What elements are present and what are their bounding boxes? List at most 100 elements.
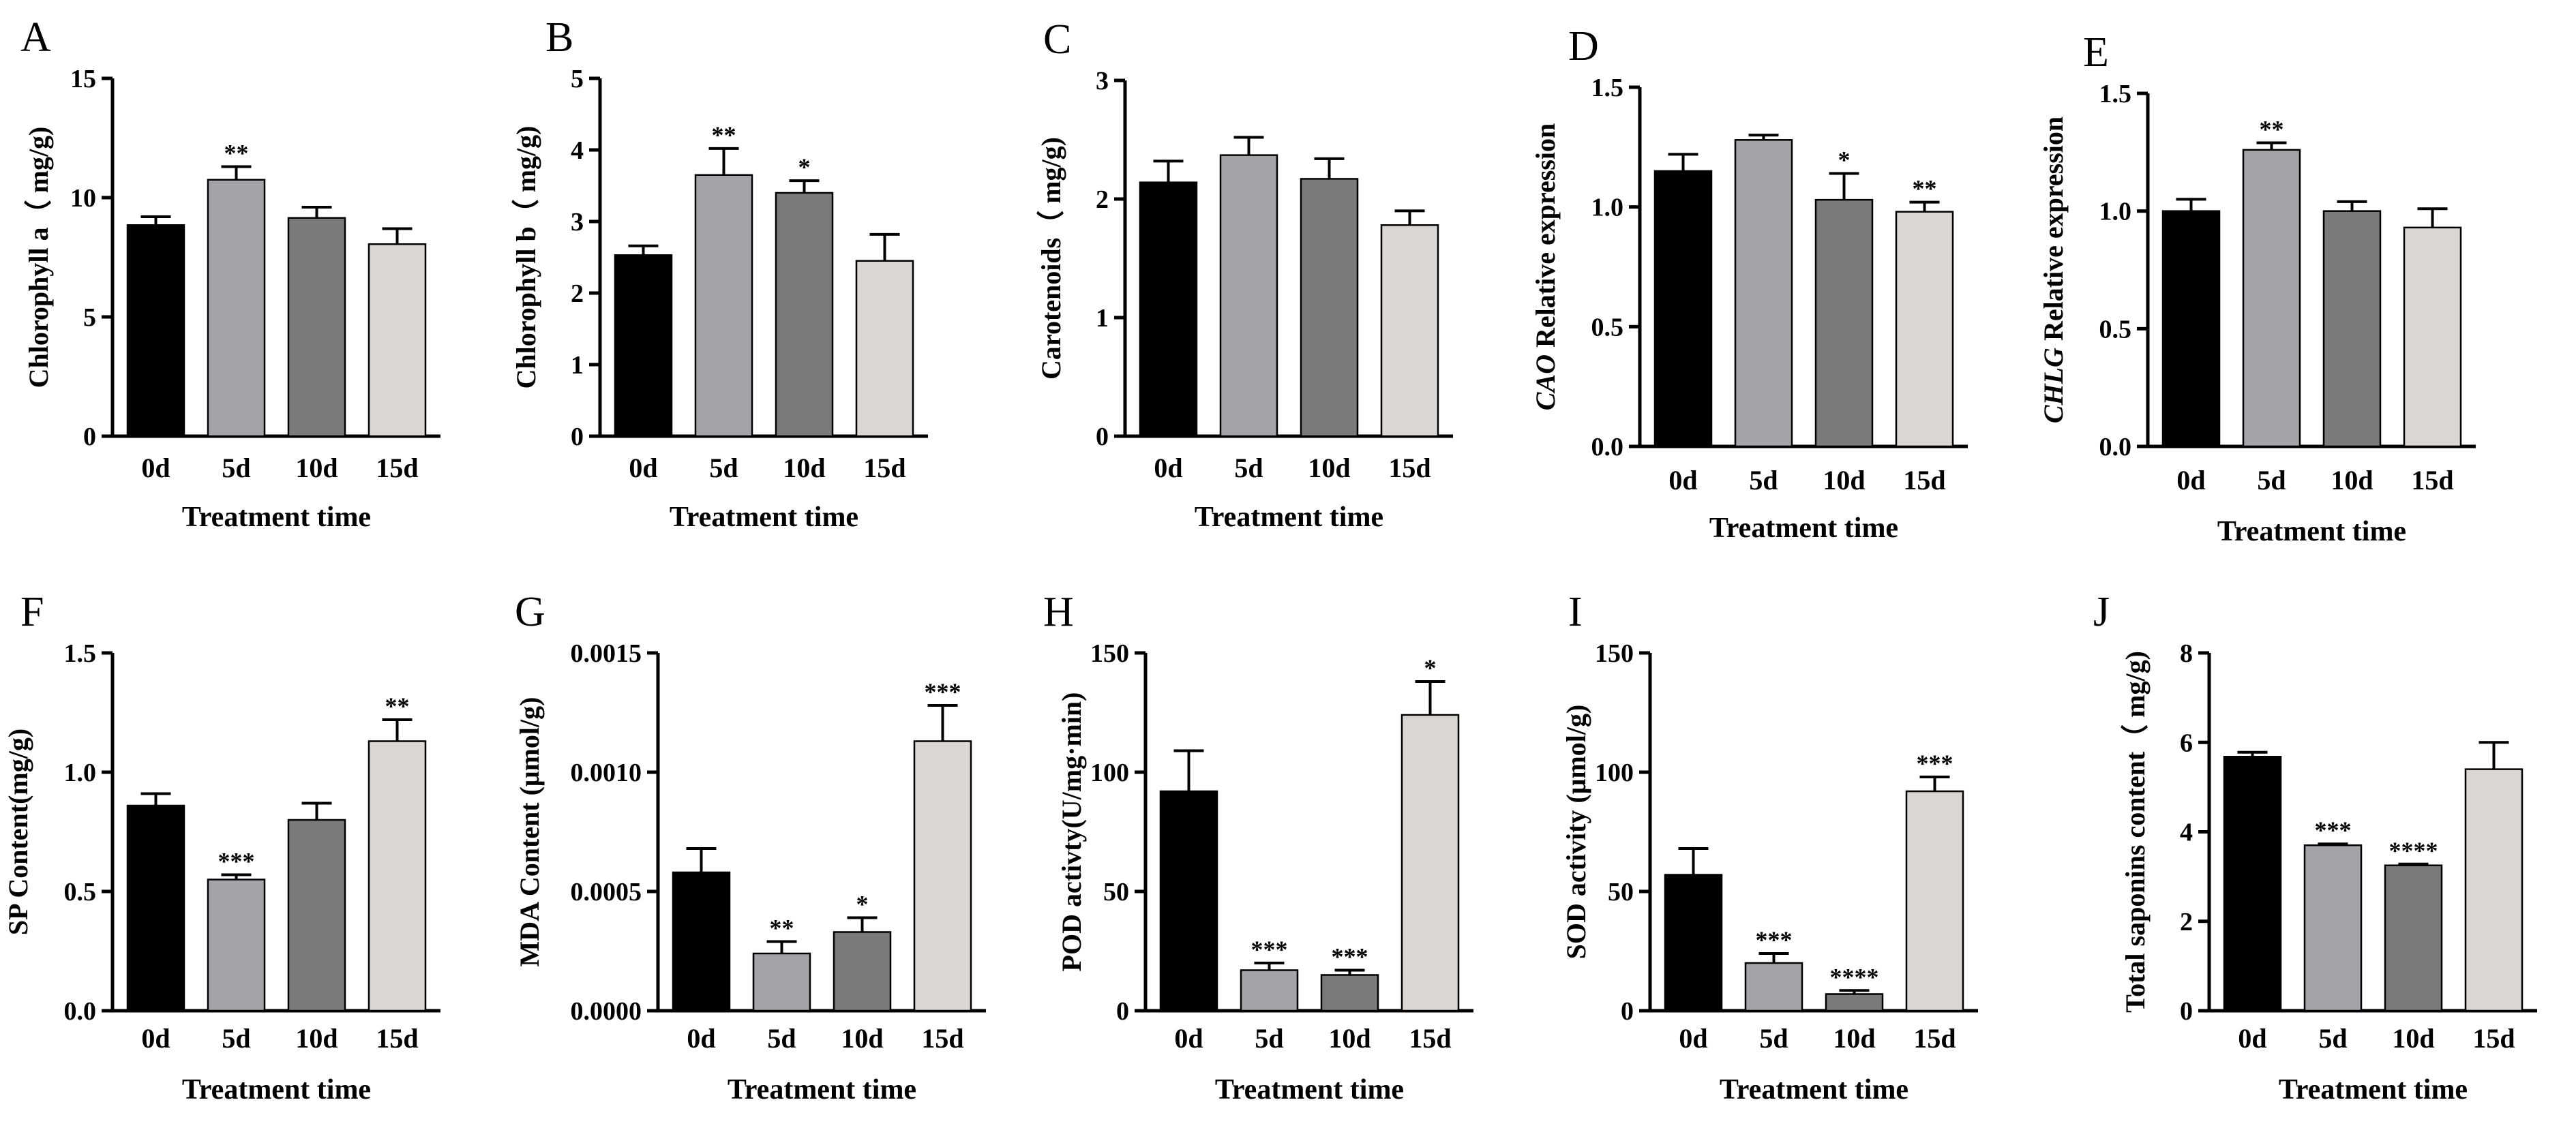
x-tick-label: 0d <box>1668 465 1697 495</box>
x-axis-label: Treatment time <box>728 1074 916 1105</box>
significance-marker: * <box>1424 654 1437 682</box>
x-tick-label: 15d <box>2472 1023 2515 1054</box>
bar-10d <box>1825 993 1884 1012</box>
y-tick-label: 1 <box>571 351 584 380</box>
y-tick-label: 8 <box>2180 639 2193 668</box>
y-axis-label-gene: CHLG <box>2038 348 2069 423</box>
y-axis-label: SOD activity (μmol/g) <box>1561 705 1591 960</box>
panel-letter: E <box>2083 29 2109 76</box>
significance-marker: *** <box>1251 936 1288 963</box>
bar-0d <box>126 224 185 438</box>
significance-marker: ** <box>2260 116 2284 143</box>
y-tick-label: 0.0 <box>64 997 97 1026</box>
bar-10d <box>775 192 834 438</box>
bar-15d <box>2403 226 2462 448</box>
bar-15d <box>1905 790 1964 1012</box>
panel-letter: A <box>20 14 51 61</box>
bar-0d <box>672 871 731 1012</box>
x-tick-label: 15d <box>1913 1023 1956 1054</box>
y-axis-label: POD activty(U/mg·min) <box>1056 692 1087 972</box>
x-axis-label: Treatment time <box>182 1074 371 1105</box>
x-tick-label: 15d <box>2411 465 2453 495</box>
bar-15d <box>368 243 427 438</box>
y-tick-label: 0 <box>1096 423 1109 451</box>
y-axis-label: MDA Content (μmol/g) <box>514 697 545 967</box>
x-tick-label: 5d <box>2318 1023 2347 1054</box>
x-tick-label: 5d <box>709 453 738 483</box>
x-tick-label: 0d <box>2238 1023 2266 1054</box>
y-tick-label: 1.5 <box>64 639 97 668</box>
chart-panel-i: I 0 50 100 150 0d *** 5d **** 10d *** 15dTreatment … <box>1561 589 1978 1105</box>
x-tick-label: 5d <box>1255 1023 1283 1054</box>
bar-0d <box>1653 170 1713 448</box>
x-axis-label: Treatment time <box>2279 1074 2468 1105</box>
x-tick-label: 15d <box>863 453 905 483</box>
x-tick-label: 15d <box>1409 1023 1451 1054</box>
bar-10d <box>1320 974 1379 1012</box>
y-tick-label: 1.0 <box>1591 194 1624 222</box>
y-tick-label: 0.0 <box>2099 433 2132 461</box>
y-tick-label: 0.5 <box>64 878 97 906</box>
bar-10d <box>1814 198 1874 448</box>
y-tick-label: 0 <box>571 423 584 451</box>
x-tick-label: 10d <box>1833 1023 1875 1054</box>
x-tick-label: 15d <box>1903 465 1945 495</box>
panel-letter: F <box>20 589 44 635</box>
bar-10d <box>287 819 346 1012</box>
significance-marker: * <box>798 153 811 181</box>
x-tick-label: 10d <box>783 453 825 483</box>
bar-5d <box>752 952 811 1012</box>
bar-10d <box>1300 178 1359 438</box>
y-tick-label: 15 <box>70 65 96 93</box>
y-tick-label: 5 <box>571 65 584 93</box>
y-tick-label: 0.5 <box>2099 315 2132 343</box>
x-tick-label: 10d <box>2392 1023 2434 1054</box>
y-tick-label: 5 <box>83 303 96 332</box>
significance-marker: ** <box>770 915 794 942</box>
y-tick-label: 100 <box>1090 759 1129 787</box>
x-tick-label: 0d <box>1154 453 1182 483</box>
y-axis-label: Total saponins content（ mg/g) <box>2120 651 2151 1013</box>
y-tick-label: 2 <box>571 279 584 308</box>
bar-15d <box>913 740 972 1012</box>
panel-letter: J <box>2093 589 2110 635</box>
panel-letter: I <box>1568 589 1583 635</box>
significance-marker: *** <box>1332 943 1368 971</box>
y-tick-label: 0.0010 <box>571 759 642 787</box>
bar-5d <box>207 179 266 438</box>
bar-10d <box>2322 210 2382 448</box>
x-axis-label: Treatment time <box>2217 516 2406 547</box>
x-tick-label: 15d <box>376 453 418 483</box>
y-tick-label: 2 <box>1096 185 1109 214</box>
bar-5d <box>1734 139 1793 448</box>
y-tick-label: 2 <box>2180 908 2193 936</box>
x-tick-label: 15d <box>921 1023 963 1054</box>
panel-letter: D <box>1568 23 1599 70</box>
significance-marker: ** <box>385 692 410 720</box>
bar-0d <box>1664 874 1723 1012</box>
x-axis-label: Treatment time <box>182 502 371 533</box>
x-tick-label: 0d <box>687 1023 715 1054</box>
y-tick-label: 0.0005 <box>571 878 642 906</box>
bar-5d <box>2242 149 2301 448</box>
x-tick-label: 10d <box>1308 453 1350 483</box>
x-axis-label: Treatment time <box>1720 1074 1908 1105</box>
panel-letter: G <box>515 589 545 635</box>
significance-marker: *** <box>218 848 255 875</box>
x-tick-label: 10d <box>2331 465 2373 495</box>
y-tick-label: 4 <box>2180 819 2193 847</box>
y-tick-label: 10 <box>70 184 96 213</box>
x-tick-label: 5d <box>1234 453 1263 483</box>
significance-marker: * <box>856 891 869 918</box>
y-axis-label-text: Relative expression <box>2038 117 2069 348</box>
panel-letter: H <box>1043 589 1074 635</box>
y-tick-label: 1.0 <box>64 759 97 787</box>
bar-15d <box>368 740 427 1012</box>
significance-marker: *** <box>1756 926 1793 953</box>
y-axis-label: CAO Relative expression <box>1530 123 1561 410</box>
bar-0d <box>614 254 673 438</box>
